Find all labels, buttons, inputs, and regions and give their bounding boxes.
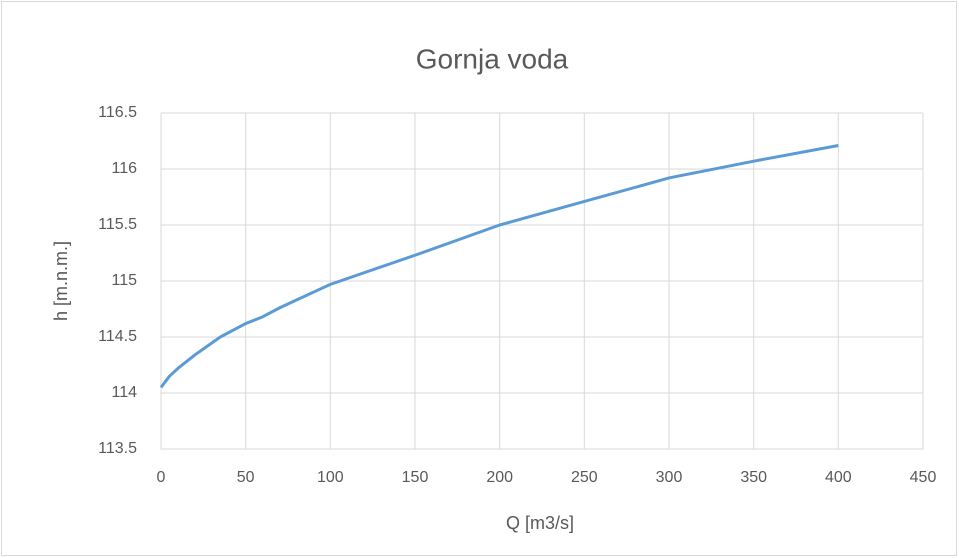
x-tick-label: 300 [656,469,683,486]
x-tick-label: 0 [157,469,166,486]
x-tick-label: 450 [910,469,937,486]
x-tick-label: 50 [237,469,255,486]
y-tick-label: 115.5 [98,216,137,233]
y-tick-label: 113.5 [98,440,137,457]
x-tick-label: 150 [402,469,429,486]
x-tick-label: 250 [571,469,598,486]
y-tick-label: 116.5 [98,104,137,121]
y-tick-label: 115 [111,272,137,289]
x-axis-label: Q [m3/s] [506,513,574,533]
chart-title: Gornja voda [416,43,569,74]
y-tick-label: 114 [111,384,137,401]
x-tick-label: 400 [825,469,852,486]
data-line [159,144,839,389]
x-tick-label: 200 [486,469,513,486]
x-tick-label: 350 [740,469,767,486]
x-tick-label: 100 [317,469,344,486]
y-tick-label: 116 [111,160,137,177]
y-tick-label: 114.5 [98,328,137,345]
y-axis-label: h [m.n.m.] [51,241,71,321]
